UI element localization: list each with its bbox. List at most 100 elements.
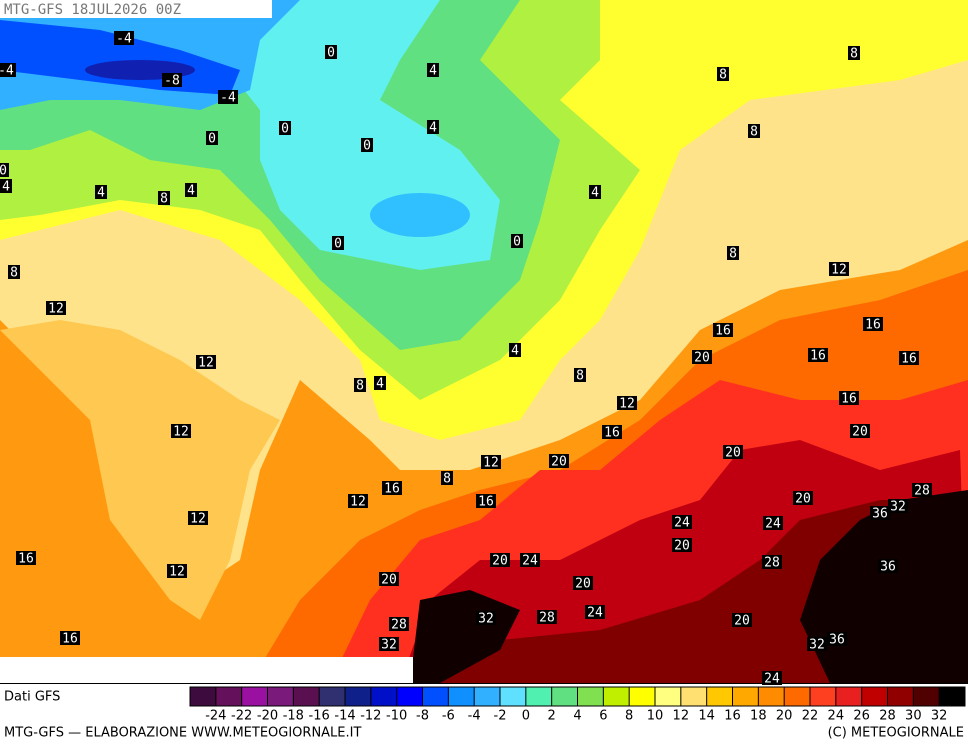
legend-swatch — [241, 687, 268, 706]
contour-label: 0 — [363, 139, 371, 154]
legend-swatch — [784, 687, 810, 706]
contour-label: 16 — [604, 426, 620, 441]
contour-label: 8 — [356, 379, 364, 394]
contour-label: 16 — [62, 632, 78, 647]
contour-label: 20 — [725, 446, 741, 461]
label-box — [878, 559, 898, 573]
contour-label: 16 — [478, 495, 494, 510]
label-box — [441, 471, 453, 485]
legend-tick-label: 14 — [698, 709, 715, 724]
label-box — [185, 183, 197, 197]
legend-swatch — [345, 687, 371, 706]
contour-label: 4 — [187, 184, 195, 199]
label-box — [827, 632, 847, 646]
blank-strip — [0, 657, 413, 683]
contour-label: 24 — [587, 606, 603, 621]
field — [0, 320, 280, 620]
label-box — [574, 368, 586, 382]
contour-label: 36 — [829, 633, 845, 648]
contour-label: 8 — [729, 247, 737, 262]
contour-label: 28 — [391, 618, 407, 633]
contour-label: 20 — [551, 455, 567, 470]
label-box — [672, 515, 692, 529]
label-box — [863, 317, 883, 331]
legend-swatch — [396, 687, 423, 706]
legend-tick-label: 20 — [776, 709, 793, 724]
contour-label: -4 — [220, 91, 236, 106]
label-box — [188, 511, 208, 525]
contour-label: 24 — [674, 516, 690, 531]
contour-label: 16 — [384, 482, 400, 497]
contour-label: 4 — [97, 186, 105, 201]
label-box — [389, 617, 409, 631]
label-box — [549, 454, 569, 468]
footer-right: (C) METEOGIORNALE — [828, 726, 964, 741]
label-box — [807, 637, 827, 651]
label-box — [95, 185, 107, 199]
contour-label: 28 — [539, 611, 555, 626]
label-box — [520, 553, 540, 567]
contour-label: 32 — [478, 612, 494, 627]
contour-label: 20 — [694, 351, 710, 366]
legend-swatch — [732, 687, 759, 706]
contour-label: 32 — [890, 500, 906, 515]
label-box — [692, 350, 712, 364]
label-box — [602, 425, 622, 439]
label-box — [589, 185, 601, 199]
label-box — [899, 351, 919, 365]
legend-swatch — [267, 687, 294, 706]
contour-label: 16 — [841, 392, 857, 407]
legend-swatch — [500, 687, 526, 706]
label-box — [762, 671, 782, 685]
legend-tick-label: -6 — [442, 709, 455, 724]
map-title: MTG-GFS 18JUL2026 00Z — [4, 2, 181, 18]
contour-label: 4 — [429, 64, 437, 79]
contour-label: 8 — [10, 266, 18, 281]
label-box — [808, 348, 828, 362]
legend-swatch — [190, 687, 216, 706]
label-box — [829, 262, 849, 276]
label-box — [723, 445, 743, 459]
contour-label: 12 — [190, 512, 206, 527]
label-box — [206, 131, 218, 145]
label-box — [509, 343, 521, 357]
legend-swatch — [370, 687, 397, 706]
contour-label: 12 — [350, 495, 366, 510]
legend-swatch — [861, 687, 888, 706]
title-box — [0, 0, 272, 18]
contour-label: 20 — [852, 425, 868, 440]
legend-swatch — [629, 687, 655, 706]
contour-label: 0 — [327, 46, 335, 61]
legend-tick-label: 22 — [802, 709, 819, 724]
legend-tick-label: 24 — [828, 709, 845, 724]
label-box — [196, 355, 216, 369]
legend-tick-label: -2 — [494, 709, 507, 724]
legend-tick-label: 2 — [548, 709, 556, 724]
label-box — [374, 376, 386, 390]
legend-tick-label: -14 — [334, 709, 355, 724]
label-box — [848, 46, 860, 60]
legend-tick-label: -12 — [360, 709, 381, 724]
label-box — [727, 246, 739, 260]
label-box — [0, 179, 12, 193]
legend-tick-label: 26 — [853, 709, 870, 724]
contour-label: 4 — [2, 180, 10, 195]
contour-label: 20 — [795, 492, 811, 507]
contour-label: 12 — [831, 263, 847, 278]
contour-label: -8 — [164, 74, 180, 89]
label-box — [762, 555, 782, 569]
contour-label: 32 — [381, 638, 397, 653]
legend-tick-label: 16 — [724, 709, 741, 724]
label-box — [427, 63, 439, 77]
legend-swatch — [680, 687, 707, 706]
contour-label: 28 — [764, 556, 780, 571]
label-box — [0, 163, 9, 177]
label-box — [573, 576, 593, 590]
contour-label: 12 — [483, 456, 499, 471]
legend-swatch — [603, 687, 630, 706]
contour-label: 20 — [575, 577, 591, 592]
label-box — [888, 499, 908, 513]
contour-label: 8 — [443, 472, 451, 487]
label-box — [60, 631, 80, 645]
contour-label: 4 — [376, 377, 384, 392]
